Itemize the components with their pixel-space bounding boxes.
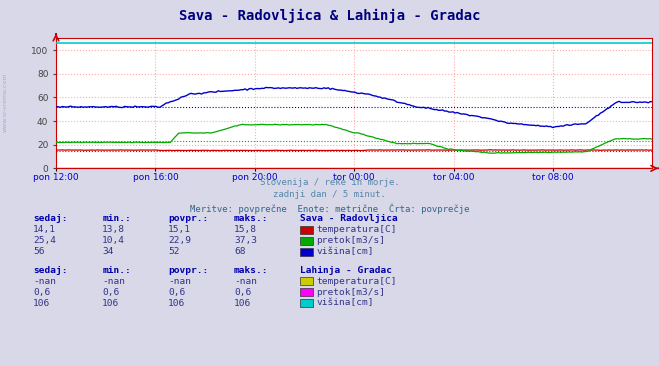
Text: Lahinja - Gradac: Lahinja - Gradac [300, 266, 392, 274]
Text: maks.:: maks.: [234, 214, 268, 223]
Text: maks.:: maks.: [234, 266, 268, 274]
Text: 52: 52 [168, 247, 179, 256]
Text: min.:: min.: [102, 214, 131, 223]
Text: 0,6: 0,6 [33, 288, 50, 296]
Text: -nan: -nan [234, 277, 257, 285]
Text: Meritve: povprečne  Enote: metrične  Črta: povprečje: Meritve: povprečne Enote: metrične Črta:… [190, 203, 469, 214]
Text: 106: 106 [102, 299, 119, 307]
Text: sedaj:: sedaj: [33, 266, 67, 274]
Text: www.si-vreme.com: www.si-vreme.com [3, 73, 8, 132]
Text: 25,4: 25,4 [33, 236, 56, 245]
Text: zadnji dan / 5 minut.: zadnji dan / 5 minut. [273, 190, 386, 199]
Text: 10,4: 10,4 [102, 236, 125, 245]
Text: Sava - Radovljica & Lahinja - Gradac: Sava - Radovljica & Lahinja - Gradac [179, 9, 480, 23]
Text: 56: 56 [33, 247, 44, 256]
Text: -nan: -nan [33, 277, 56, 285]
Text: 34: 34 [102, 247, 113, 256]
Text: 0,6: 0,6 [234, 288, 251, 296]
Text: 14,1: 14,1 [33, 225, 56, 234]
Text: pretok[m3/s]: pretok[m3/s] [316, 236, 386, 245]
Text: višina[cm]: višina[cm] [316, 299, 374, 307]
Text: 15,8: 15,8 [234, 225, 257, 234]
Text: 106: 106 [234, 299, 251, 307]
Text: Slovenija / reke in morje.: Slovenija / reke in morje. [260, 178, 399, 187]
Text: -nan: -nan [168, 277, 191, 285]
Text: 106: 106 [168, 299, 185, 307]
Text: -nan: -nan [102, 277, 125, 285]
Text: povpr.:: povpr.: [168, 266, 208, 274]
Text: temperatura[C]: temperatura[C] [316, 225, 397, 234]
Text: višina[cm]: višina[cm] [316, 247, 374, 256]
Text: temperatura[C]: temperatura[C] [316, 277, 397, 285]
Text: sedaj:: sedaj: [33, 214, 67, 223]
Text: 0,6: 0,6 [168, 288, 185, 296]
Text: 37,3: 37,3 [234, 236, 257, 245]
Text: 106: 106 [33, 299, 50, 307]
Text: 22,9: 22,9 [168, 236, 191, 245]
Text: 13,8: 13,8 [102, 225, 125, 234]
Text: 15,1: 15,1 [168, 225, 191, 234]
Text: pretok[m3/s]: pretok[m3/s] [316, 288, 386, 296]
Text: 0,6: 0,6 [102, 288, 119, 296]
Text: povpr.:: povpr.: [168, 214, 208, 223]
Text: Sava - Radovljica: Sava - Radovljica [300, 214, 397, 223]
Text: 68: 68 [234, 247, 245, 256]
Text: min.:: min.: [102, 266, 131, 274]
